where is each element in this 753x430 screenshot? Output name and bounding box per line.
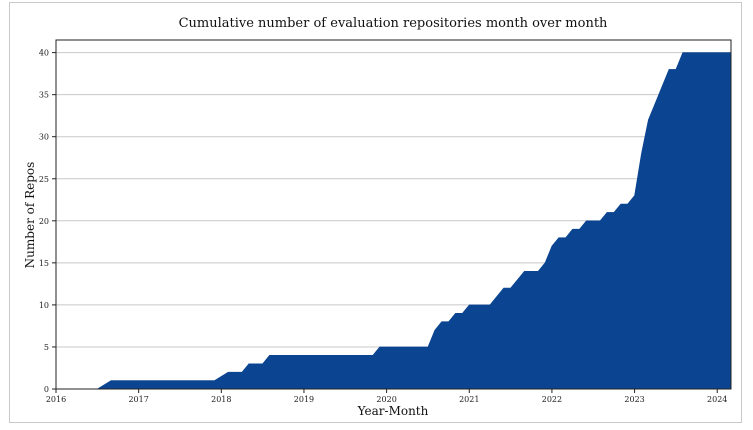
y-tick-label: 0	[44, 385, 49, 394]
y-ticks: 0 5 10 15 20 25 30 35 40	[39, 49, 56, 394]
y-tick-label: 40	[39, 49, 49, 58]
x-tick-label: 2023	[624, 395, 644, 404]
y-tick-label: 30	[39, 133, 49, 142]
x-tick-label: 2019	[294, 395, 314, 404]
x-ticks: 2016 2017 2018 2019 2020 2021 2022 2023 2024	[46, 389, 727, 404]
x-axis-label: Year-Month	[357, 404, 429, 418]
chart-title: Cumulative number of evaluation reposito…	[179, 16, 608, 31]
chart-frame: Cumulative number of evaluation reposito…	[9, 2, 742, 423]
x-tick-label: 2020	[376, 395, 396, 404]
x-tick-label: 2017	[128, 395, 148, 404]
x-tick-label: 2016	[46, 395, 66, 404]
x-tick-label: 2022	[542, 395, 562, 404]
grid	[56, 52, 731, 348]
y-tick-label: 10	[39, 301, 49, 310]
x-tick-label: 2021	[459, 395, 479, 404]
y-tick-label: 25	[39, 175, 49, 184]
axes	[55, 39, 732, 390]
y-tick-label: 35	[39, 91, 49, 100]
y-axis-label: Number of Repos	[23, 162, 37, 269]
x-tick-label: 2018	[211, 395, 231, 404]
y-tick-label: 20	[39, 217, 49, 226]
area-layer	[56, 52, 732, 390]
plot-border	[55, 39, 732, 390]
x-tick-label: 2024	[707, 395, 727, 404]
y-tick-label: 15	[39, 259, 49, 268]
y-tick-label: 5	[44, 343, 49, 352]
area-chart: Cumulative number of evaluation reposito…	[23, 16, 732, 418]
cumulative-repos-area	[56, 52, 732, 390]
